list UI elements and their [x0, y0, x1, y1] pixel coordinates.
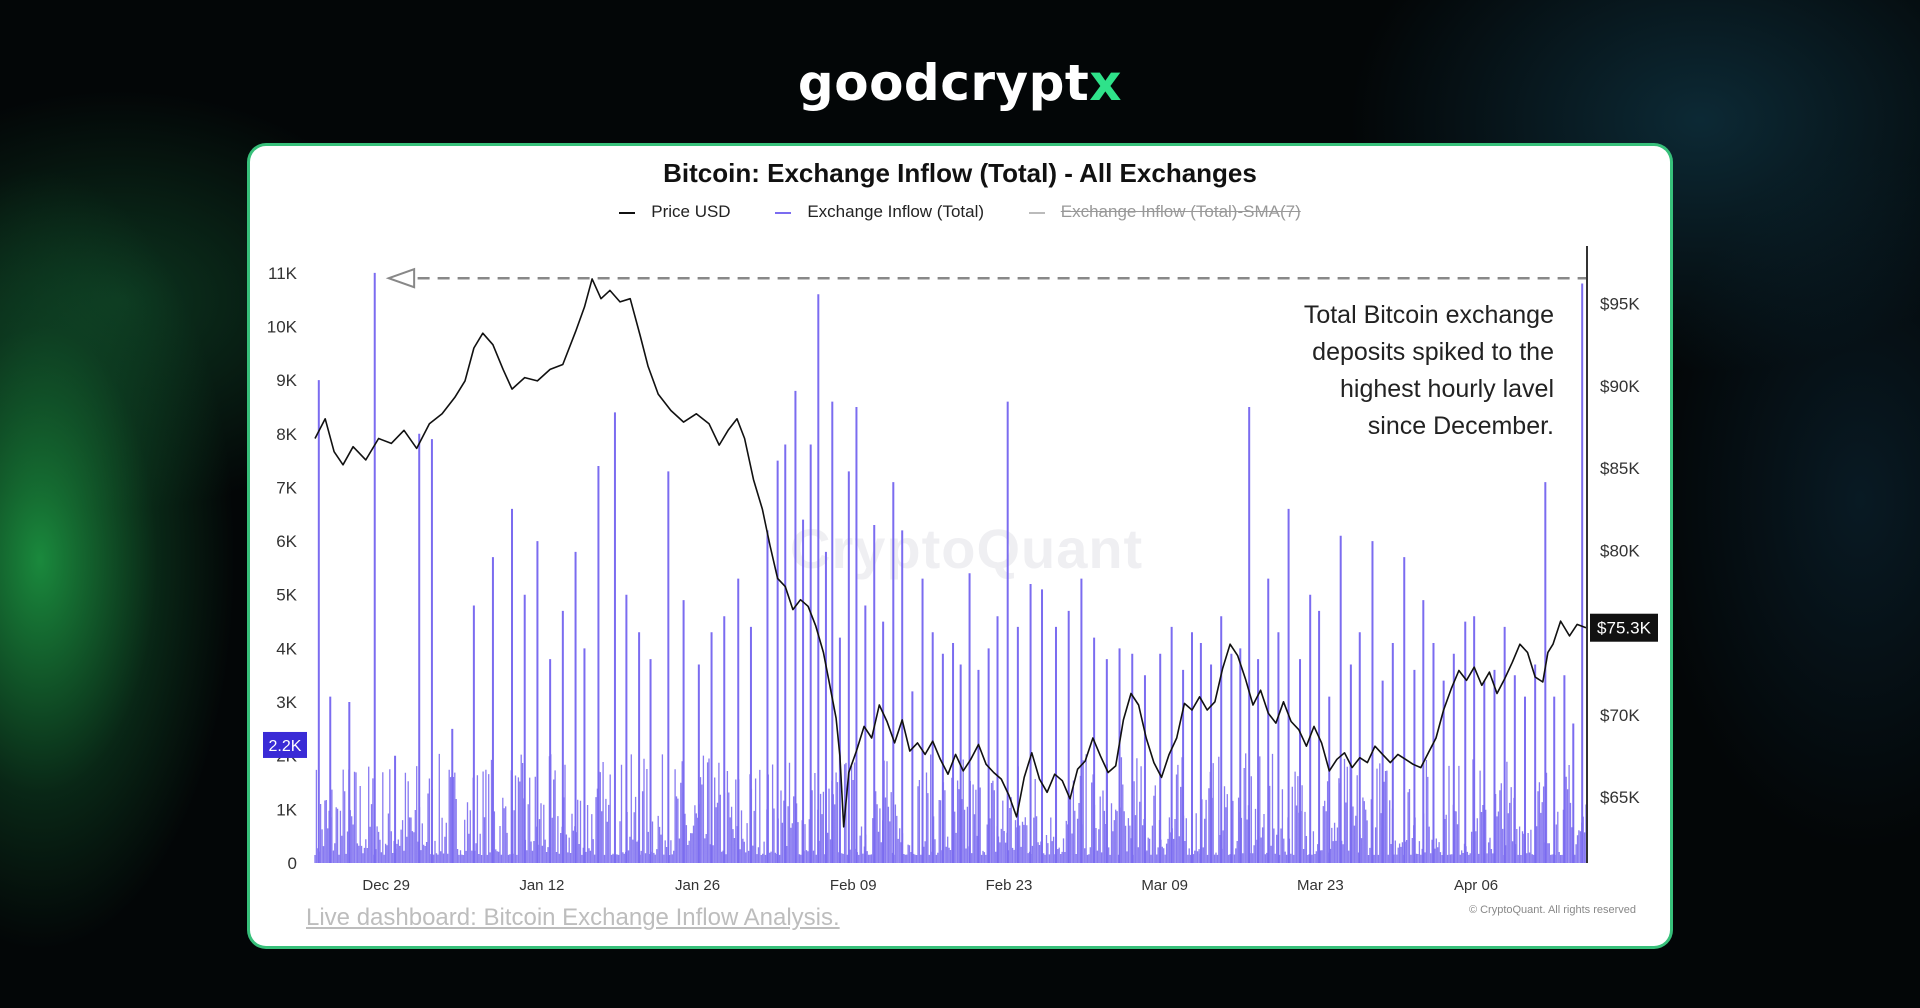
- legend-label-price: Price USD: [651, 202, 731, 221]
- y-left-tick-label: 1K: [276, 800, 297, 819]
- y-right-tick-label: $65K: [1600, 788, 1640, 807]
- logo-text: goodcrypt: [797, 54, 1090, 112]
- x-tick-label: Mar 23: [1297, 877, 1344, 894]
- legend-label-sma: Exchange Inflow (Total)-SMA(7): [1060, 202, 1301, 221]
- legend-label-inflow: Exchange Inflow (Total): [807, 202, 985, 221]
- y-right-tick-label: $95K: [1600, 295, 1640, 314]
- x-tick-label: Jan 26: [675, 877, 720, 894]
- logo-accent: x: [1089, 54, 1123, 112]
- y-left-tick-label: 6K: [276, 532, 297, 551]
- x-tick-label: Jan 12: [519, 877, 564, 894]
- y-left-tick-label: 7K: [276, 478, 297, 497]
- y-left-tick-label: 8K: [276, 425, 297, 444]
- legend-item-sma[interactable]: Exchange Inflow (Total)-SMA(7): [1019, 202, 1311, 221]
- legend-item-price[interactable]: Price USD: [609, 202, 740, 221]
- current-inflow-badge-label: 2.2K: [269, 738, 302, 755]
- chart-title: Bitcoin: Exchange Inflow (Total) - All E…: [663, 158, 1257, 188]
- y-right-tick-label: $85K: [1600, 459, 1640, 478]
- price-line: [314, 278, 1587, 828]
- current-price-badge-label: $75.3K: [1597, 619, 1652, 638]
- x-tick-label: Feb 09: [830, 877, 877, 894]
- x-tick-label: Feb 23: [986, 877, 1033, 894]
- y-right-tick-label: $90K: [1600, 377, 1640, 396]
- live-dashboard-link[interactable]: Live dashboard: Bitcoin Exchange Inflow …: [306, 904, 840, 931]
- y-left-tick-label: 5K: [276, 586, 297, 605]
- y-right-tick-label: $80K: [1600, 541, 1640, 560]
- reference-arrow-icon: [385, 267, 416, 289]
- x-tick-label: Apr 06: [1454, 877, 1498, 894]
- y-left-tick-label: 3K: [276, 693, 297, 712]
- current-inflow-badge: [263, 731, 307, 758]
- legend-item-inflow[interactable]: Exchange Inflow (Total): [765, 202, 994, 221]
- annotation-line: since December.: [1367, 412, 1554, 440]
- y-left-tick-label: 4K: [276, 639, 297, 658]
- x-tick-label: Dec 29: [362, 877, 410, 894]
- goodcrypto-logo: goodcryptx: [0, 54, 1920, 112]
- chart-legend: Price USD Exchange Inflow (Total) Exchan…: [250, 202, 1670, 222]
- y-left-tick-label: 10K: [267, 317, 298, 336]
- chart-plot-area: 01K2K3K4K5K6K7K8K9K10K11K$65K$70K$75K$80…: [263, 246, 1658, 894]
- annotation-line: Total Bitcoin exchange: [1303, 301, 1554, 329]
- annotation-line: deposits spiked to the: [1312, 338, 1554, 366]
- y-left-tick-label: 11K: [268, 264, 298, 283]
- copyright-notice: © CryptoQuant. All rights reserved: [1468, 904, 1636, 916]
- y-right-tick-label: $70K: [1600, 706, 1640, 725]
- chart-card: Bitcoin: Exchange Inflow (Total) - All E…: [250, 146, 1670, 946]
- chart-annotation: Total Bitcoin exchange deposits spiked t…: [1250, 297, 1554, 445]
- y-left-tick-label: 0: [288, 854, 297, 873]
- y-left-tick-label: 9K: [276, 371, 297, 390]
- annotation-line: highest hourly lavel: [1339, 375, 1554, 403]
- x-tick-label: Mar 09: [1141, 877, 1188, 894]
- current-price-badge: [1590, 613, 1658, 642]
